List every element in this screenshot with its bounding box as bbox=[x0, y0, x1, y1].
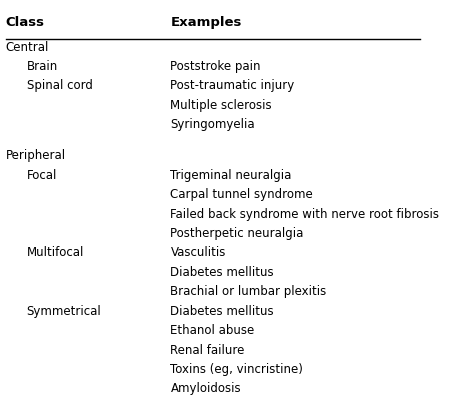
Text: Amyloidosis: Amyloidosis bbox=[171, 382, 241, 395]
Text: Diabetes mellitus: Diabetes mellitus bbox=[171, 266, 274, 279]
Text: Ethanol abuse: Ethanol abuse bbox=[171, 324, 255, 337]
Text: Peripheral: Peripheral bbox=[6, 149, 66, 162]
Text: Postherpetic neuralgia: Postherpetic neuralgia bbox=[171, 227, 304, 240]
Text: Symmetrical: Symmetrical bbox=[27, 305, 101, 318]
Text: Focal: Focal bbox=[27, 169, 57, 182]
Text: Syringomyelia: Syringomyelia bbox=[171, 118, 255, 131]
Text: Class: Class bbox=[6, 16, 45, 29]
Text: Multiple sclerosis: Multiple sclerosis bbox=[171, 99, 272, 112]
Text: Poststroke pain: Poststroke pain bbox=[171, 60, 261, 73]
Text: Examples: Examples bbox=[171, 16, 242, 29]
Text: Spinal cord: Spinal cord bbox=[27, 79, 92, 92]
Text: Diabetes mellitus: Diabetes mellitus bbox=[171, 305, 274, 318]
Text: Trigeminal neuralgia: Trigeminal neuralgia bbox=[171, 169, 292, 182]
Text: Brachial or lumbar plexitis: Brachial or lumbar plexitis bbox=[171, 285, 327, 298]
Text: Toxins (eg, vincristine): Toxins (eg, vincristine) bbox=[171, 363, 303, 376]
Text: Brain: Brain bbox=[27, 60, 58, 73]
Text: Central: Central bbox=[6, 41, 49, 54]
Text: Renal failure: Renal failure bbox=[171, 344, 245, 357]
Text: Failed back syndrome with nerve root fibrosis: Failed back syndrome with nerve root fib… bbox=[171, 208, 439, 220]
Text: Vasculitis: Vasculitis bbox=[171, 246, 226, 260]
Text: Carpal tunnel syndrome: Carpal tunnel syndrome bbox=[171, 188, 313, 201]
Text: Multifocal: Multifocal bbox=[27, 246, 84, 260]
Text: Post-traumatic injury: Post-traumatic injury bbox=[171, 79, 295, 92]
